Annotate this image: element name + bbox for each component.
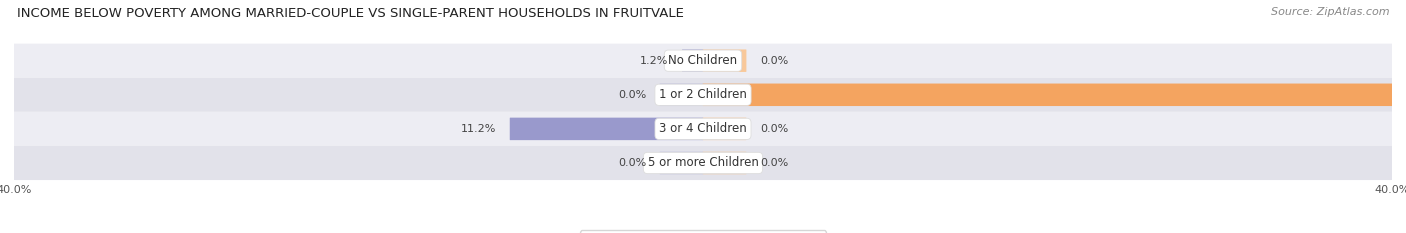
Text: 11.2%: 11.2% [461,124,496,134]
FancyBboxPatch shape [659,84,703,106]
FancyBboxPatch shape [659,152,703,174]
Text: 1 or 2 Children: 1 or 2 Children [659,88,747,101]
Text: 5 or more Children: 5 or more Children [648,157,758,169]
Text: 0.0%: 0.0% [617,90,647,100]
Legend: Married Couples, Single Parents: Married Couples, Single Parents [579,230,827,233]
Text: 1.2%: 1.2% [640,56,669,66]
FancyBboxPatch shape [703,152,747,174]
FancyBboxPatch shape [14,146,1392,180]
FancyBboxPatch shape [14,44,1392,78]
Text: INCOME BELOW POVERTY AMONG MARRIED-COUPLE VS SINGLE-PARENT HOUSEHOLDS IN FRUITVA: INCOME BELOW POVERTY AMONG MARRIED-COUPL… [17,7,683,20]
FancyBboxPatch shape [703,118,747,140]
FancyBboxPatch shape [510,118,703,140]
FancyBboxPatch shape [703,49,747,72]
FancyBboxPatch shape [14,112,1392,146]
Text: 3 or 4 Children: 3 or 4 Children [659,122,747,135]
Text: 0.0%: 0.0% [759,124,789,134]
FancyBboxPatch shape [703,84,1392,106]
Text: 0.0%: 0.0% [759,158,789,168]
Text: 0.0%: 0.0% [759,56,789,66]
FancyBboxPatch shape [14,78,1392,112]
FancyBboxPatch shape [682,49,703,72]
Text: No Children: No Children [668,54,738,67]
Text: 0.0%: 0.0% [617,158,647,168]
Text: Source: ZipAtlas.com: Source: ZipAtlas.com [1271,7,1389,17]
